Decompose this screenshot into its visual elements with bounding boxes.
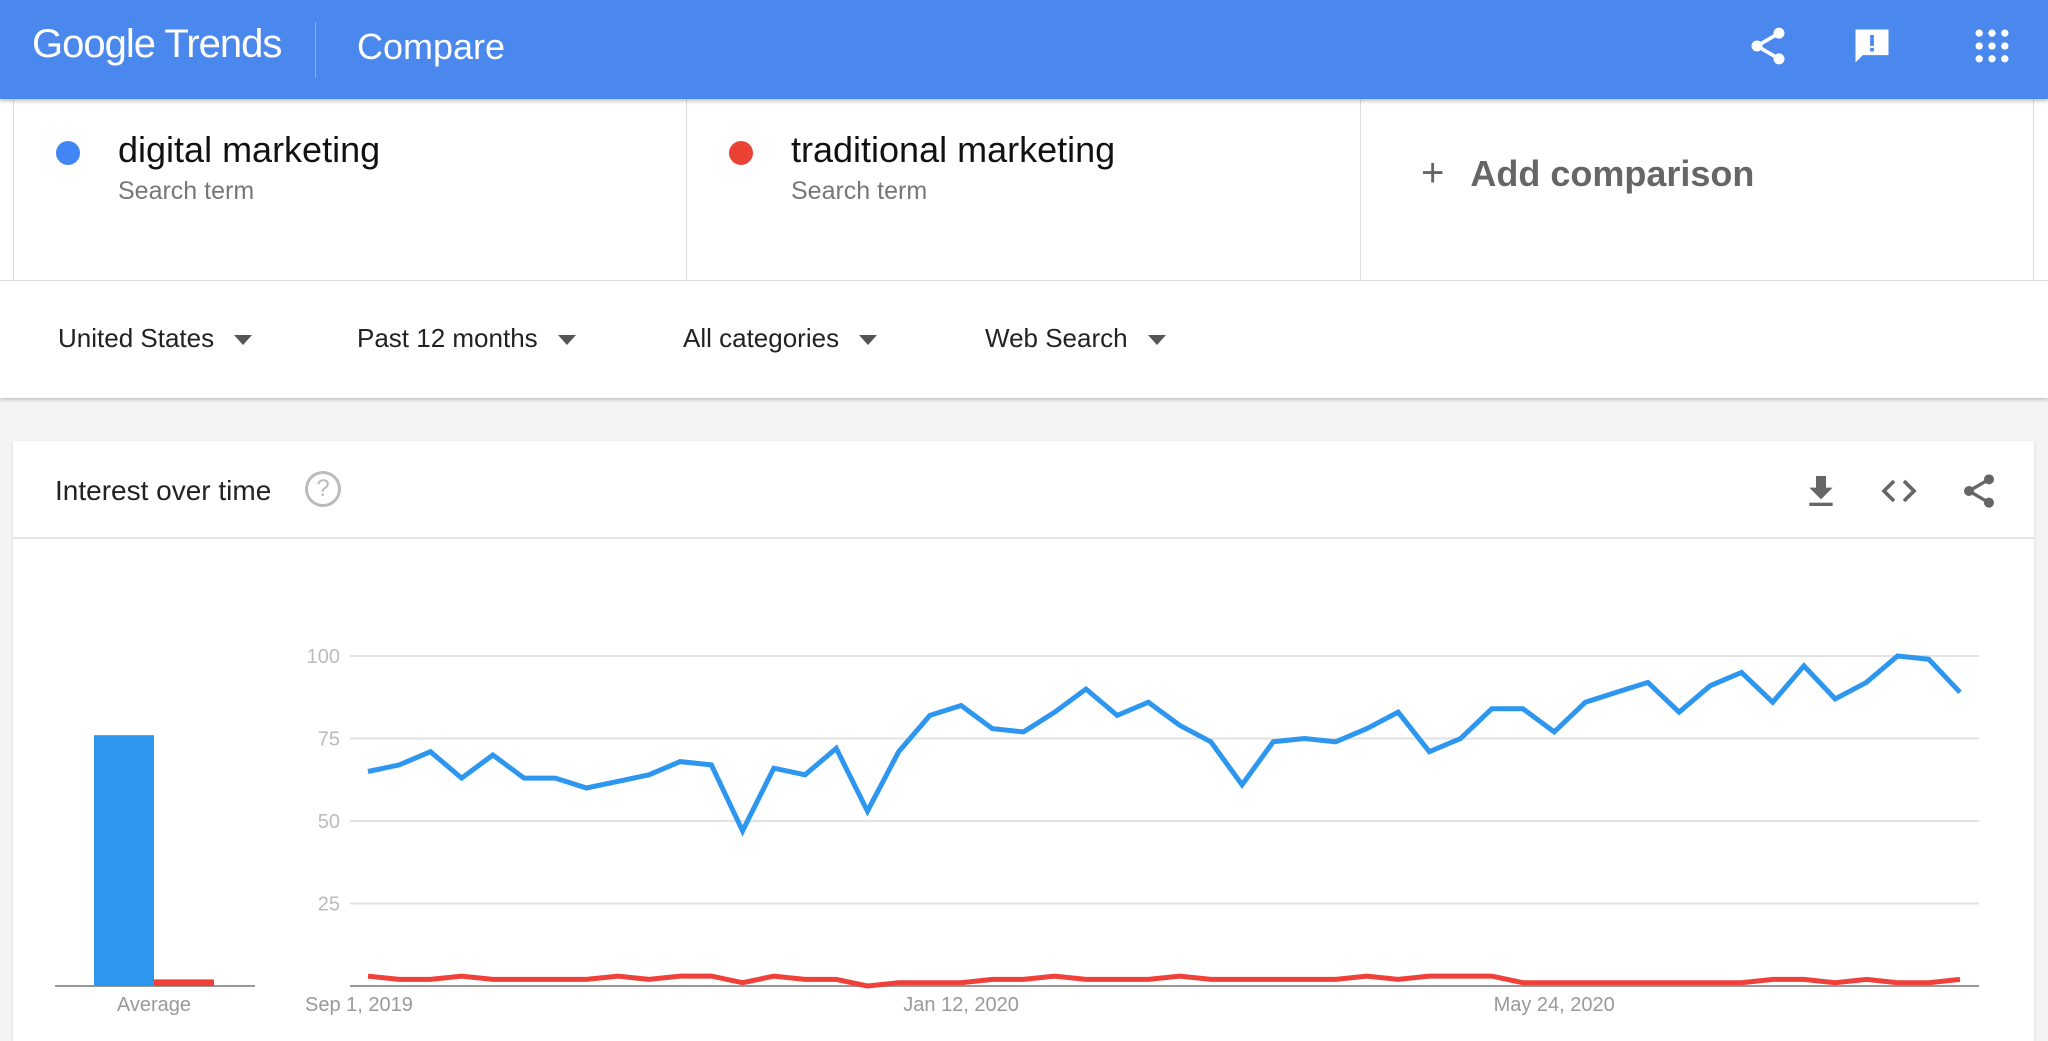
share-icon[interactable] bbox=[1746, 24, 1790, 68]
y-tick-label: 50 bbox=[318, 811, 340, 833]
time-range-dropdown[interactable]: Past 12 months bbox=[357, 323, 576, 354]
dropdown-label: United States bbox=[58, 323, 214, 353]
x-tick-label: Sep 1, 2019 bbox=[305, 994, 413, 1016]
series-color-dot bbox=[729, 141, 753, 165]
y-tick-label: 75 bbox=[318, 729, 340, 751]
average-label: Average bbox=[117, 994, 191, 1016]
term-card-traditional-marketing[interactable]: traditional marketing Search term bbox=[686, 99, 1360, 281]
term-type: Search term bbox=[118, 177, 254, 206]
series-color-dot bbox=[56, 141, 80, 165]
page-title: Compare bbox=[357, 26, 505, 68]
dropdown-label: Web Search bbox=[985, 323, 1128, 353]
divider bbox=[315, 22, 316, 78]
logo-google: Google bbox=[32, 22, 155, 66]
term-card-digital-marketing[interactable]: digital marketing Search term bbox=[13, 99, 686, 281]
dropdown-label: All categories bbox=[683, 323, 839, 353]
x-tick-label: Jan 12, 2020 bbox=[903, 994, 1019, 1016]
plus-icon: + bbox=[1421, 151, 1444, 195]
google-trends-logo[interactable]: Google Trends bbox=[32, 22, 281, 67]
filter-bar: United States Past 12 months All categor… bbox=[0, 281, 2048, 398]
term-type: Search term bbox=[791, 177, 927, 206]
series-line-digital-marketing bbox=[368, 656, 1960, 831]
caret-down-icon bbox=[234, 335, 252, 345]
caret-down-icon bbox=[558, 335, 576, 345]
comparison-terms: digital marketing Search term traditiona… bbox=[0, 99, 2048, 281]
add-comparison-button[interactable]: + Add comparison bbox=[1360, 99, 2034, 281]
interest-chart: 100 75 50 25 Average Sep 1, 2019 Jan 12, 2020 M… bbox=[13, 441, 2034, 1041]
x-tick-label: May 24, 2020 bbox=[1494, 994, 1615, 1016]
region-dropdown[interactable]: United States bbox=[58, 323, 252, 354]
feedback-icon[interactable] bbox=[1850, 24, 1894, 68]
logo-trends: Trends bbox=[164, 22, 281, 66]
apps-grid-icon[interactable] bbox=[1970, 24, 2014, 68]
top-bar: Google Trends Compare bbox=[0, 0, 2048, 99]
series-line-traditional-marketing bbox=[368, 976, 1960, 986]
caret-down-icon bbox=[859, 335, 877, 345]
search-type-dropdown[interactable]: Web Search bbox=[985, 323, 1166, 354]
term-name: digital marketing bbox=[118, 129, 380, 171]
average-bar-digital bbox=[94, 735, 154, 986]
category-dropdown[interactable]: All categories bbox=[683, 323, 877, 354]
add-comparison-label: Add comparison bbox=[1470, 153, 1754, 194]
caret-down-icon bbox=[1148, 335, 1166, 345]
y-tick-label: 25 bbox=[318, 894, 340, 916]
y-tick-label: 100 bbox=[307, 646, 340, 668]
dropdown-label: Past 12 months bbox=[357, 323, 538, 353]
average-bar-traditional bbox=[154, 979, 214, 986]
term-name: traditional marketing bbox=[791, 129, 1115, 171]
